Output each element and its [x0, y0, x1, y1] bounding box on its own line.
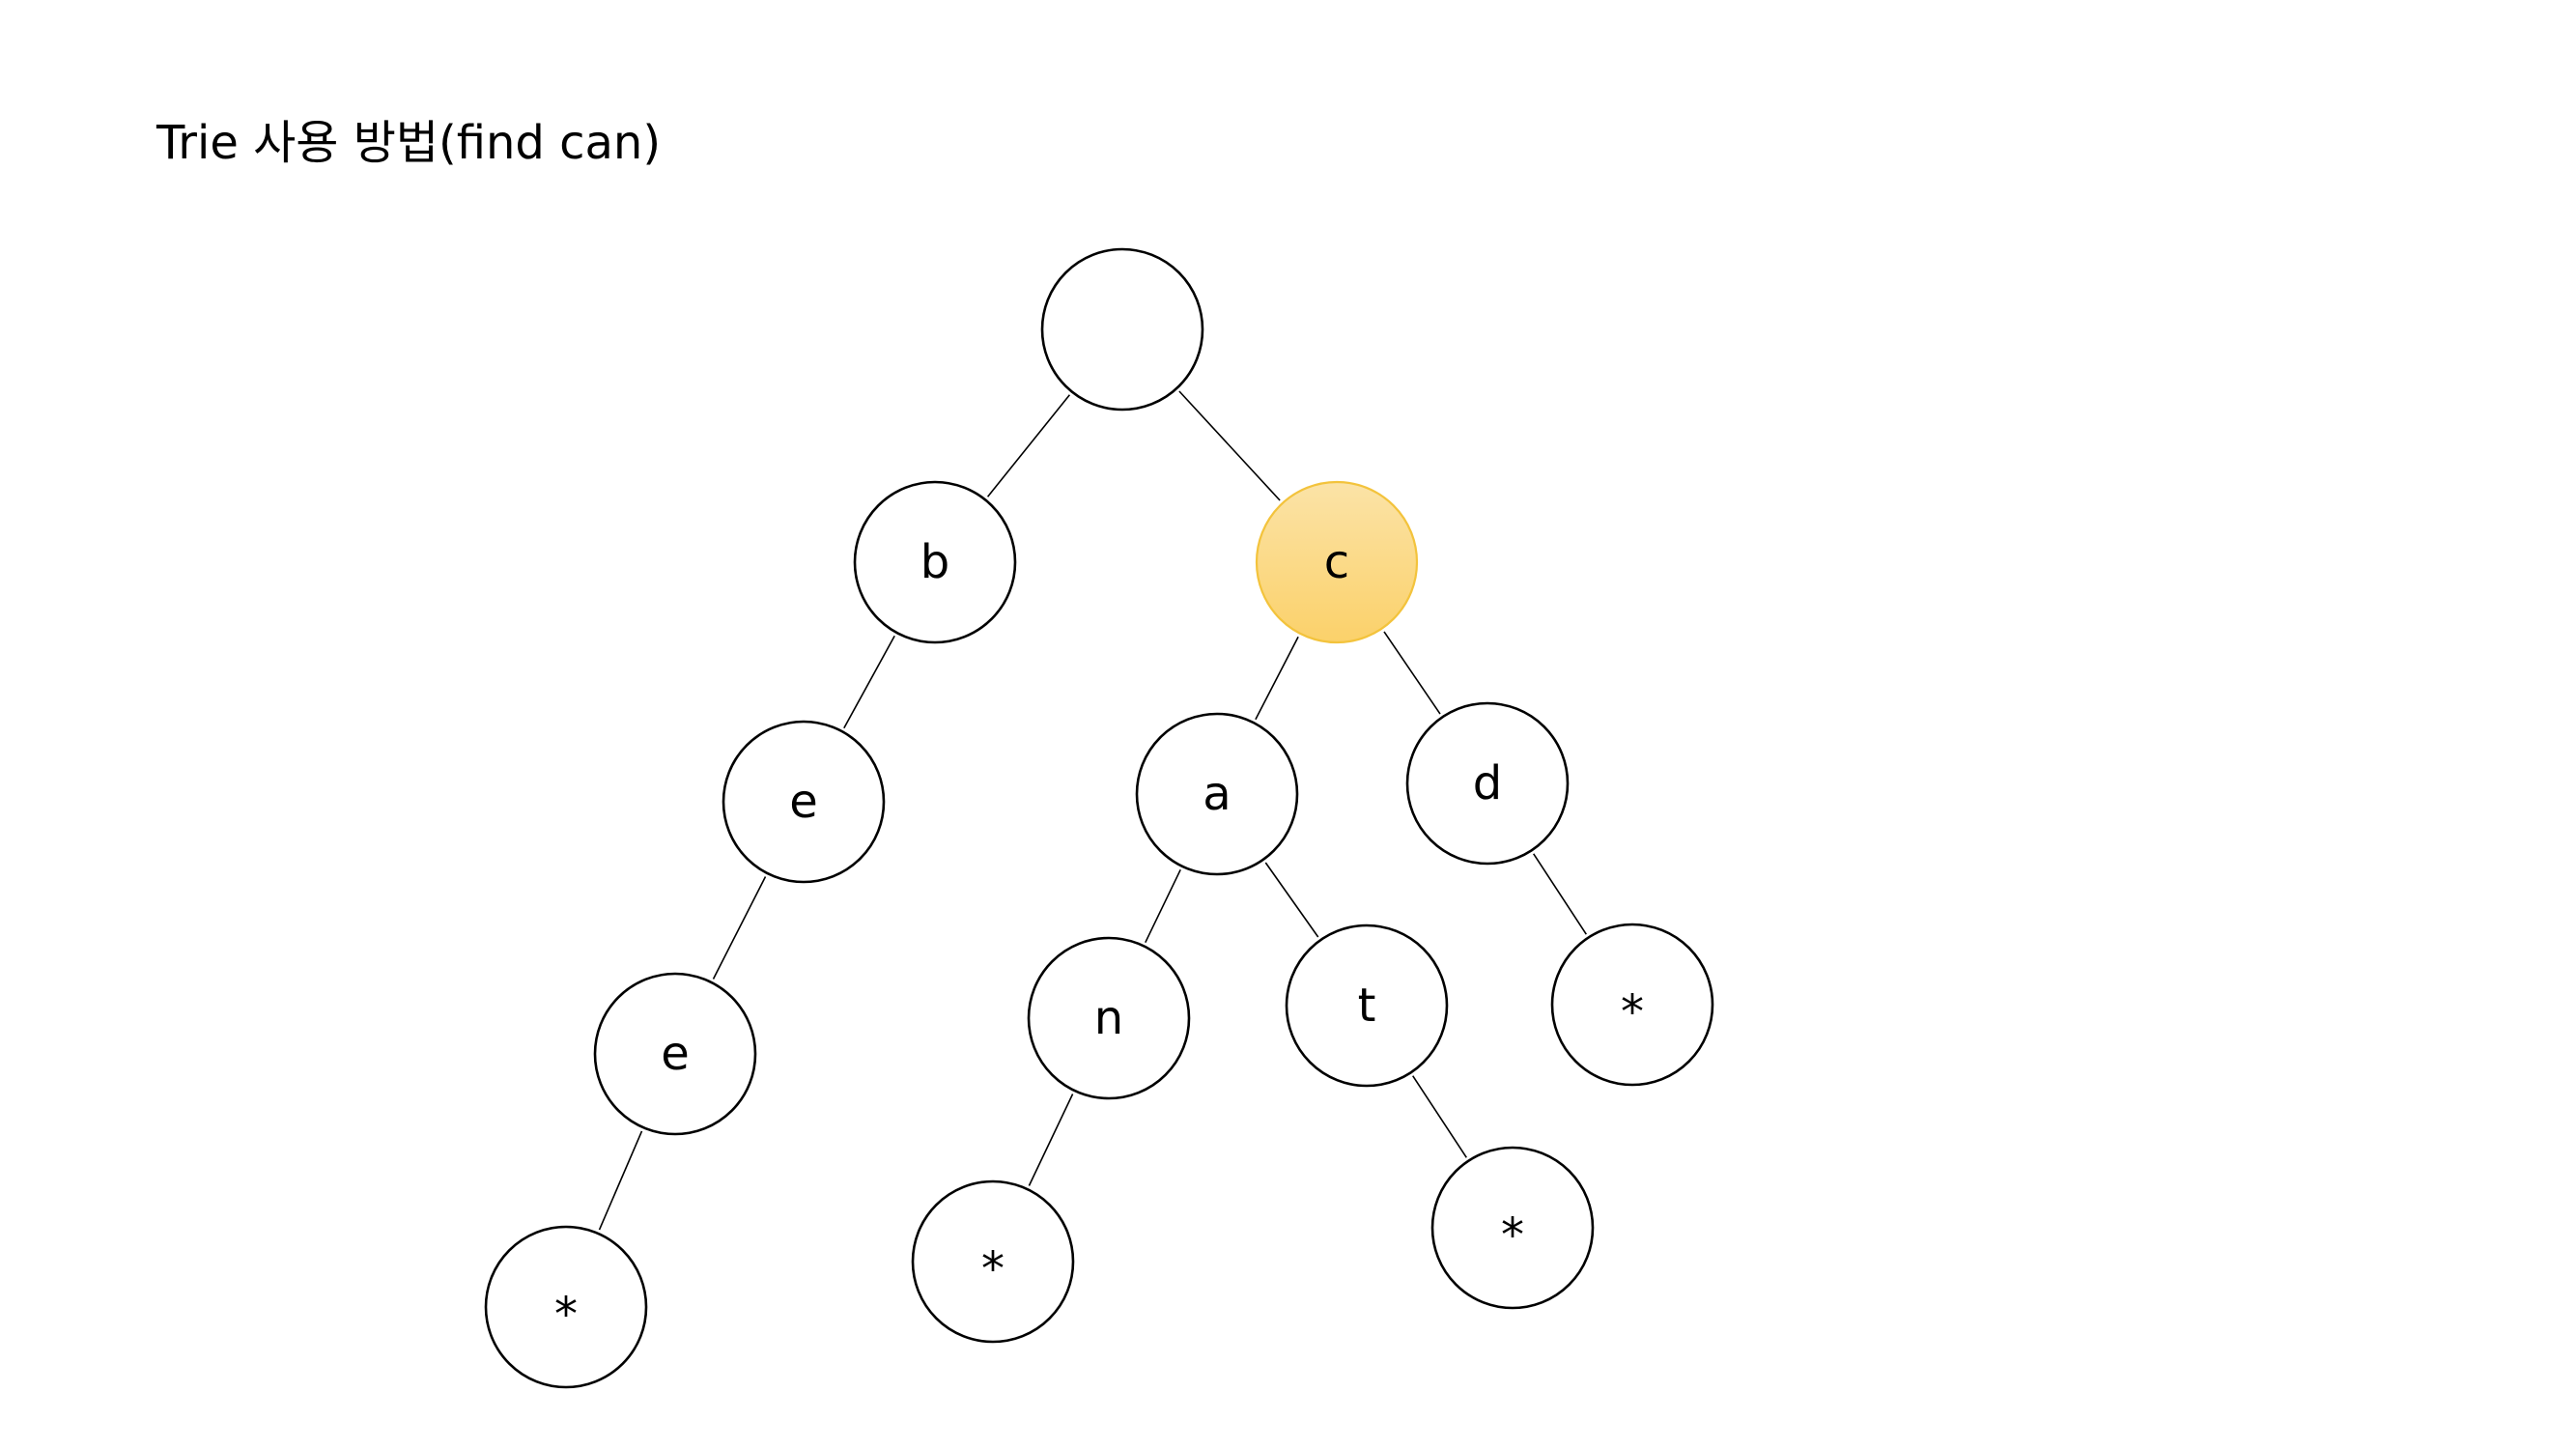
slide-title: Trie 사용 방법(find can) — [156, 116, 662, 170]
trie-node-b: b — [853, 480, 1017, 644]
node-label: * — [554, 1288, 578, 1342]
edge-ca-cat — [1264, 862, 1319, 938]
trie-node-ca: a — [1135, 712, 1299, 876]
node-label: e — [661, 1027, 690, 1081]
node-label: * — [1501, 1208, 1524, 1263]
node-label: d — [1473, 756, 1502, 810]
trie-node-cat: t — [1285, 923, 1449, 1088]
trie-node-cd: d — [1405, 701, 1570, 866]
node-circle — [1040, 247, 1204, 412]
node-circle — [1285, 923, 1449, 1088]
node-circle — [722, 720, 886, 884]
edge-be-bee — [712, 876, 767, 980]
nodes: b c e e * a d n t * * * — [484, 247, 1714, 1389]
trie-node-be: e — [722, 720, 886, 884]
trie-node-bee_end: * — [484, 1225, 648, 1389]
node-label: t — [1358, 979, 1376, 1033]
trie-node-cd_end: * — [1550, 923, 1714, 1087]
trie-node-c: c — [1255, 480, 1419, 644]
edge-b-be — [843, 635, 895, 729]
node-circle — [1027, 936, 1191, 1100]
node-circle — [1135, 712, 1299, 876]
node-circle — [1550, 923, 1714, 1087]
node-circle — [484, 1225, 648, 1389]
edge-root-b — [986, 394, 1071, 497]
edges — [598, 390, 1587, 1231]
node-circle — [1405, 701, 1570, 866]
node-label: * — [981, 1242, 1005, 1296]
highlighted-node-circle — [1255, 480, 1419, 644]
node-label: b — [920, 535, 949, 589]
node-circle — [911, 1179, 1075, 1344]
edge-cat-cat_end — [1412, 1075, 1467, 1158]
node-circle — [853, 480, 1017, 644]
trie-node-root — [1040, 247, 1204, 412]
edge-can-can_end — [1028, 1094, 1074, 1186]
trie-node-cat_end: * — [1430, 1146, 1595, 1310]
edge-root-c — [1178, 390, 1281, 501]
edge-bee-bee_end — [598, 1130, 643, 1231]
trie-node-can_end: * — [911, 1179, 1075, 1344]
node-circle — [1430, 1146, 1595, 1310]
node-circle — [593, 972, 757, 1136]
node-label: a — [1203, 767, 1231, 821]
trie-node-can: n — [1027, 936, 1191, 1100]
node-label: e — [789, 775, 818, 829]
node-label: c — [1324, 535, 1349, 589]
trie-node-bee: e — [593, 972, 757, 1136]
node-label: n — [1094, 991, 1123, 1045]
edge-c-cd — [1383, 631, 1441, 715]
edge-c-ca — [1255, 636, 1299, 721]
edge-cd-cd_end — [1533, 853, 1587, 935]
node-label: * — [1621, 985, 1644, 1039]
edge-ca-can — [1145, 868, 1181, 944]
